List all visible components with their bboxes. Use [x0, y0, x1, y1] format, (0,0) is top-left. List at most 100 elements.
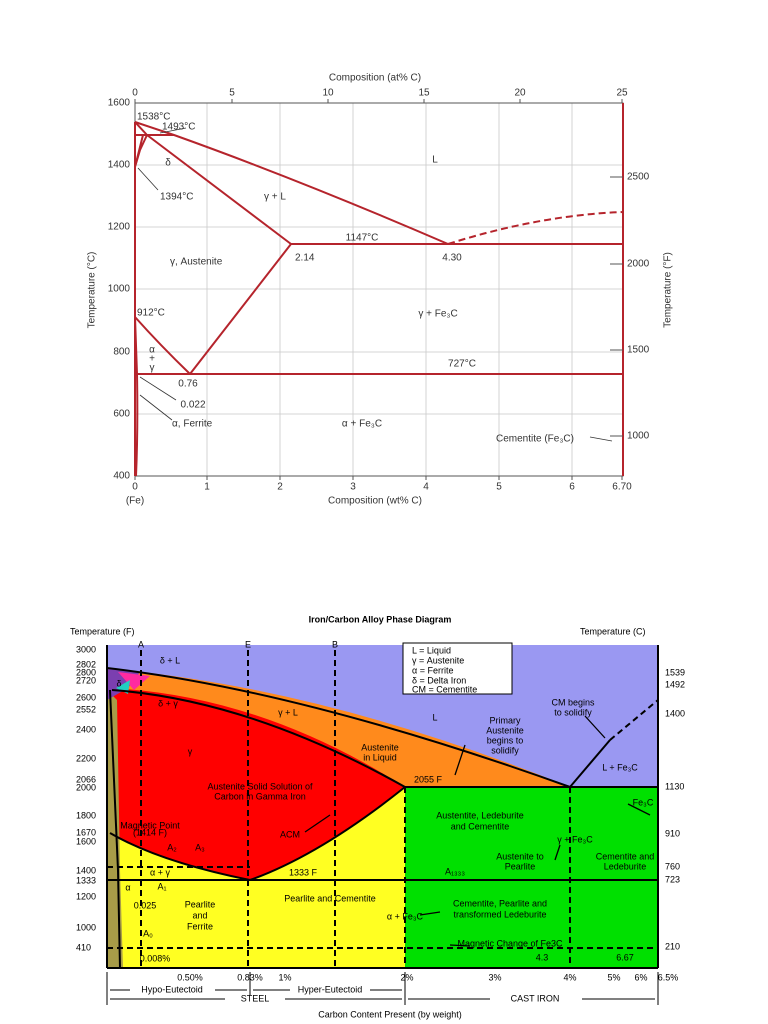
- region-label: A₁₃₃₃: [445, 866, 465, 876]
- region-label: Austenite to: [496, 851, 544, 861]
- y-tick-label: 3000: [76, 644, 96, 654]
- region-label: transformed Ledeburite: [453, 909, 546, 919]
- region-label: Austentite, Ledeburite: [436, 810, 524, 820]
- region-label: Pearlite and Cementite: [284, 893, 376, 903]
- region-label: Ledeburite: [604, 861, 647, 871]
- region-label: δ: [116, 678, 121, 688]
- region-label: 0.76: [178, 379, 198, 390]
- region-label: Ferrite: [187, 921, 213, 931]
- x-tick-label: 2: [277, 482, 283, 493]
- y-tick-label: 1600: [76, 836, 96, 846]
- region-label: ACM: [280, 829, 300, 839]
- legend-entry: δ = Delta Iron: [412, 675, 466, 685]
- region-label: γ: [188, 746, 193, 756]
- y-tick-label: 400: [113, 471, 130, 482]
- region-label: α: [125, 882, 130, 892]
- region-label: to solidify: [554, 707, 592, 717]
- region-label: and Cementite: [451, 821, 510, 831]
- region-label: +: [149, 354, 155, 365]
- region-label: 2.14: [295, 253, 315, 264]
- top-axis-title: Composition (at% C): [329, 73, 421, 84]
- region-label: 6.67: [616, 952, 634, 962]
- region-label: begins to: [487, 735, 524, 745]
- region-label: γ + Fe₃C: [557, 834, 593, 844]
- x-tick-label: 5%: [607, 972, 620, 982]
- region-label: L + Fe₃C: [602, 762, 638, 772]
- y-tick-label: 2802: [76, 659, 96, 669]
- y-tick-label: 1670: [76, 827, 96, 837]
- region-label: δ: [165, 158, 171, 169]
- x-tick-label: 6%: [634, 972, 647, 982]
- bracket-label: Hyper-Eutectoid: [298, 984, 363, 994]
- region-label: 0.008%: [140, 953, 171, 963]
- region-label: α: [149, 345, 155, 356]
- x-tick-label: 4: [423, 482, 429, 493]
- y-tick-label: 1400: [108, 160, 131, 171]
- x-tick-label: 3: [350, 482, 356, 493]
- region-label: Primary: [490, 715, 521, 725]
- bracket-label: STEEL: [241, 993, 270, 1003]
- y-tick-label: 2600: [76, 692, 96, 702]
- grid: [135, 103, 623, 476]
- bracket-label: Hypo-Eutectoid: [141, 984, 203, 994]
- region-label: Fe₃C: [633, 797, 654, 807]
- y2-tick-label: 1500: [627, 345, 650, 356]
- region-label: CM begins: [551, 697, 595, 707]
- x-tick-label: 6.70: [612, 482, 632, 493]
- y2-tick-label: 910: [665, 828, 680, 838]
- top-tick-label: 5: [229, 88, 235, 99]
- region-label: 0.022: [180, 400, 205, 411]
- bracket-label: CAST IRON: [511, 993, 560, 1003]
- region-label: Austenite: [361, 742, 399, 752]
- y2-tick-label: 1130: [665, 781, 684, 791]
- region-label: γ + L: [278, 707, 298, 717]
- region-label: 1394°C: [160, 192, 193, 203]
- top-tick-label: 15: [418, 88, 430, 99]
- region-label: γ + L: [264, 192, 286, 203]
- region-label: 0.025: [134, 900, 157, 910]
- y2-tick-label: 760: [665, 861, 680, 871]
- region-label: Pearlite: [185, 899, 216, 909]
- x-tick-label: 0.50%: [177, 972, 203, 982]
- region-label: δ + L: [160, 655, 180, 665]
- y2-tick-label: 1400: [665, 708, 685, 718]
- top-tick-label: 25: [616, 88, 628, 99]
- region-label: Austenite Solid Solution of: [207, 781, 313, 791]
- austenite-liquid-region: [112, 670, 570, 787]
- y-tick-label: 1400: [76, 865, 96, 875]
- solidus: [134, 121, 292, 245]
- region-label: Cementite (Fe₃C): [496, 434, 574, 445]
- region-label: α + Fe₃C: [387, 911, 424, 921]
- y-tick-label: 2066: [76, 774, 96, 784]
- legend-entry: L = Liquid: [412, 645, 451, 655]
- legend-entry: α = Ferrite: [412, 665, 453, 675]
- region-label: 1538°C: [137, 112, 170, 123]
- ledeburite-region: [405, 787, 658, 968]
- region-label: 2055 F: [414, 774, 443, 784]
- y-tick-label: 1200: [76, 891, 96, 901]
- region-label: L: [432, 155, 438, 166]
- y2-tick-label: 210: [665, 941, 680, 951]
- y2-tick-label: 1539: [665, 667, 685, 677]
- leader-lines: [137, 127, 613, 442]
- y2-axis-title: Temperature (°F): [663, 252, 674, 328]
- alpha-solvus: [135, 373, 139, 477]
- region-label: Pearlite: [505, 861, 536, 871]
- y-tick-label: 2552: [76, 704, 96, 714]
- y-axis-title: Temperature (F): [70, 626, 135, 636]
- region-label: in Liquid: [363, 752, 397, 762]
- delta-region: [134, 134, 148, 168]
- x-tick-label: 4%: [563, 972, 576, 982]
- region-label: γ, Austenite: [170, 257, 223, 268]
- region-label: Cementite and: [596, 851, 655, 861]
- line-label: B: [332, 639, 338, 649]
- y2-tick-label: 723: [665, 874, 680, 884]
- y-tick-label: 410: [76, 942, 91, 952]
- x-tick-label: 0: [132, 482, 138, 493]
- region-label: γ + Fe₃C: [418, 309, 457, 320]
- fe-label: (Fe): [126, 496, 144, 507]
- top-tick-label: 20: [514, 88, 526, 99]
- region-label: Magnetic Point: [120, 820, 180, 830]
